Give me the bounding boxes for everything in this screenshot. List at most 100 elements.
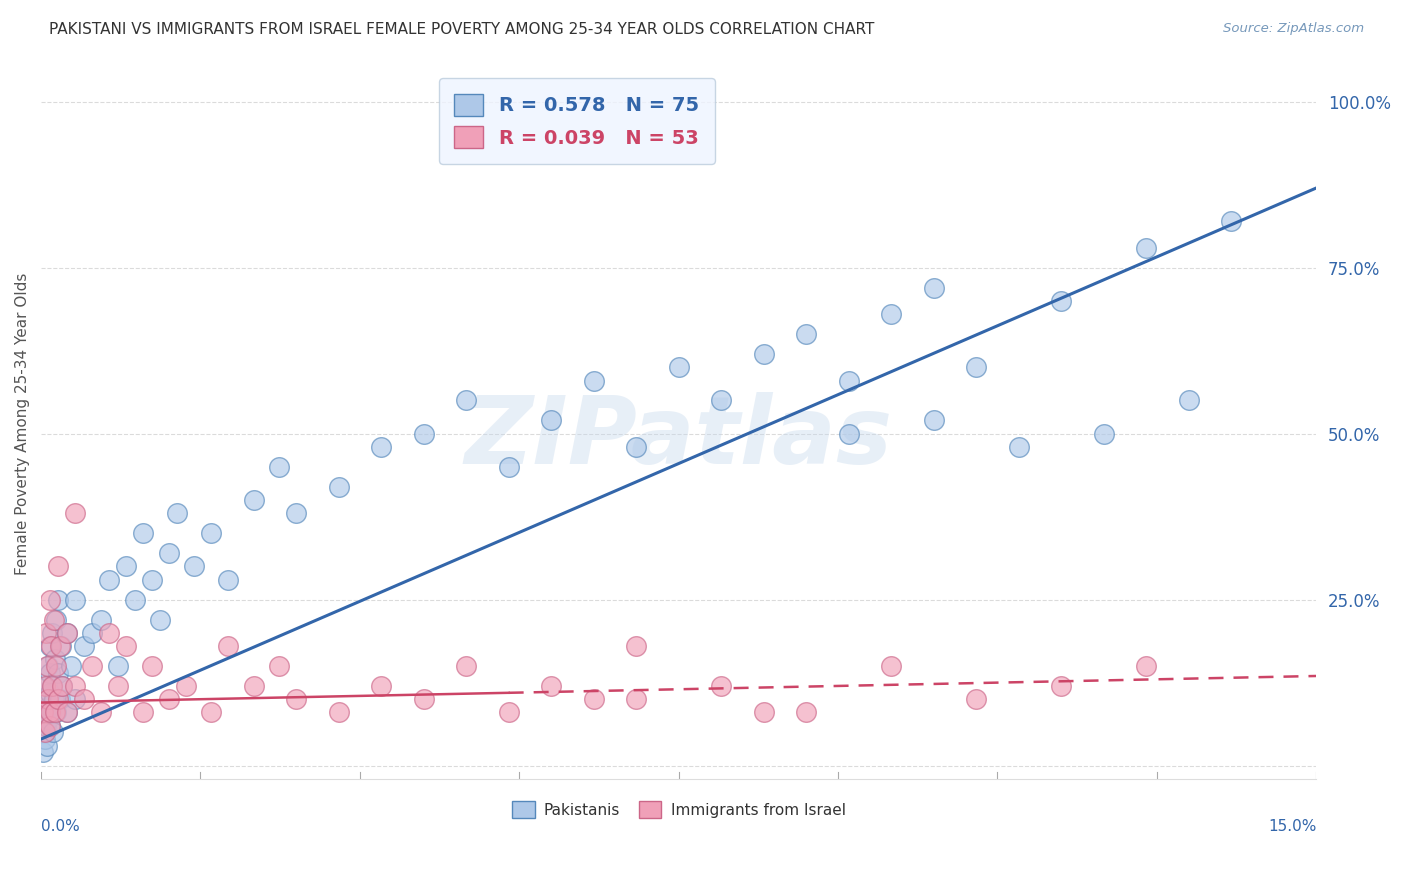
Point	[965, 360, 987, 375]
Point	[46, 592, 69, 607]
Point	[37, 712, 59, 726]
Point	[242, 679, 264, 693]
Point	[63, 506, 86, 520]
Point	[31, 745, 53, 759]
Point	[328, 480, 350, 494]
Point	[1050, 293, 1073, 308]
Point	[39, 706, 62, 720]
Point	[44, 706, 66, 720]
Point	[242, 493, 264, 508]
Point	[174, 679, 197, 693]
Point	[498, 459, 520, 474]
Point	[269, 659, 291, 673]
Point	[412, 692, 434, 706]
Point	[63, 679, 86, 693]
Point	[38, 592, 60, 607]
Point	[922, 280, 945, 294]
Point	[1135, 241, 1157, 255]
Text: PAKISTANI VS IMMIGRANTS FROM ISRAEL FEMALE POVERTY AMONG 25-34 YEAR OLDS CORRELA: PAKISTANI VS IMMIGRANTS FROM ISRAEL FEMA…	[49, 22, 875, 37]
Point	[39, 719, 62, 733]
Point	[51, 679, 73, 693]
Point	[41, 625, 63, 640]
Point	[34, 692, 56, 706]
Point	[39, 706, 62, 720]
Point	[34, 725, 56, 739]
Point	[794, 327, 817, 342]
Text: ZIPatlas: ZIPatlas	[464, 392, 893, 484]
Point	[45, 613, 67, 627]
Point	[98, 625, 121, 640]
Point	[624, 440, 647, 454]
Point	[90, 613, 112, 627]
Point	[35, 739, 58, 753]
Point	[370, 440, 392, 454]
Point	[183, 559, 205, 574]
Point	[45, 659, 67, 673]
Point	[42, 692, 65, 706]
Point	[55, 706, 77, 720]
Point	[46, 559, 69, 574]
Point	[55, 625, 77, 640]
Point	[370, 679, 392, 693]
Point	[35, 625, 58, 640]
Point	[45, 706, 67, 720]
Point	[72, 639, 94, 653]
Point	[38, 698, 60, 713]
Point	[285, 506, 308, 520]
Point	[1177, 393, 1199, 408]
Point	[55, 625, 77, 640]
Point	[838, 426, 860, 441]
Point	[132, 706, 155, 720]
Y-axis label: Female Poverty Among 25-34 Year Olds: Female Poverty Among 25-34 Year Olds	[15, 273, 30, 574]
Point	[37, 659, 59, 673]
Point	[38, 639, 60, 653]
Text: Source: ZipAtlas.com: Source: ZipAtlas.com	[1223, 22, 1364, 36]
Point	[46, 692, 69, 706]
Point	[582, 692, 605, 706]
Point	[49, 639, 72, 653]
Point	[157, 692, 180, 706]
Point	[1135, 659, 1157, 673]
Point	[752, 706, 775, 720]
Point	[55, 706, 77, 720]
Point	[38, 719, 60, 733]
Point	[49, 639, 72, 653]
Point	[41, 679, 63, 693]
Point	[710, 393, 733, 408]
Point	[1220, 214, 1243, 228]
Point	[115, 559, 138, 574]
Point	[157, 546, 180, 560]
Point	[107, 659, 129, 673]
Point	[217, 573, 239, 587]
Point	[44, 652, 66, 666]
Point	[34, 706, 56, 720]
Point	[328, 706, 350, 720]
Point	[72, 692, 94, 706]
Point	[1008, 440, 1031, 454]
Point	[166, 506, 188, 520]
Point	[38, 685, 60, 699]
Point	[63, 692, 86, 706]
Point	[37, 692, 59, 706]
Point	[217, 639, 239, 653]
Point	[35, 679, 58, 693]
Point	[540, 679, 562, 693]
Point	[880, 659, 903, 673]
Point	[42, 725, 65, 739]
Point	[752, 347, 775, 361]
Point	[582, 374, 605, 388]
Point	[107, 679, 129, 693]
Point	[59, 659, 82, 673]
Point	[32, 725, 55, 739]
Point	[35, 719, 58, 733]
Point	[90, 706, 112, 720]
Point	[49, 692, 72, 706]
Point	[39, 639, 62, 653]
Point	[115, 639, 138, 653]
Point	[710, 679, 733, 693]
Point	[34, 732, 56, 747]
Point	[285, 692, 308, 706]
Point	[1092, 426, 1115, 441]
Point	[46, 665, 69, 680]
Point	[922, 413, 945, 427]
